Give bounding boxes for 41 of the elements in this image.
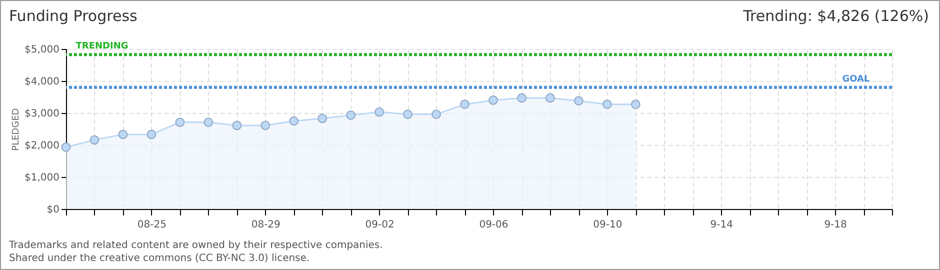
text: Shared under the creative commons (CC BY-NC 3.0) license. xyxy=(9,252,311,265)
point xyxy=(289,116,299,126)
y-tick-label: $5,000 xyxy=(24,44,60,56)
point xyxy=(374,107,384,117)
point xyxy=(574,96,584,106)
point xyxy=(346,110,356,120)
point xyxy=(460,100,470,110)
x-tick-label: 08-25 xyxy=(137,220,166,230)
point xyxy=(546,93,555,103)
point xyxy=(232,120,242,130)
point xyxy=(432,110,441,119)
point xyxy=(403,110,412,119)
point xyxy=(517,93,526,103)
point xyxy=(630,100,640,110)
point xyxy=(602,100,612,110)
y-tick-label: $3,000 xyxy=(24,108,60,120)
x-tick-label: 09-10 xyxy=(593,220,622,230)
point xyxy=(260,120,270,130)
point xyxy=(61,142,71,152)
y-tick-label: $2,000 xyxy=(24,140,60,152)
text: Trending: $4,826 (126%) xyxy=(743,7,929,25)
y-tick-label: $4,000 xyxy=(24,76,60,88)
x-tick-label: 09-02 xyxy=(365,220,394,230)
x-tick-label: 9-14 xyxy=(710,220,733,230)
point xyxy=(318,114,328,124)
point xyxy=(118,130,128,140)
text: Trademarks and related content are owned by their respective companies. xyxy=(9,239,383,252)
point xyxy=(204,118,214,127)
point xyxy=(175,118,185,127)
ref-line-label: GOAL xyxy=(842,74,870,84)
x-tick-label: 09-06 xyxy=(479,220,508,230)
chart-title: Funding Progress xyxy=(9,7,138,25)
ref-line-label: TRENDING xyxy=(76,42,128,52)
point xyxy=(146,130,156,140)
y-axis-title: PLEDGED xyxy=(12,108,22,151)
y-tick-label: $0 xyxy=(46,204,60,216)
point xyxy=(488,96,498,105)
x-tick-label: 08-29 xyxy=(251,220,280,230)
x-tick-label: 9-18 xyxy=(824,220,847,230)
y-tick-label: $1,000 xyxy=(24,172,60,184)
point xyxy=(90,135,100,145)
